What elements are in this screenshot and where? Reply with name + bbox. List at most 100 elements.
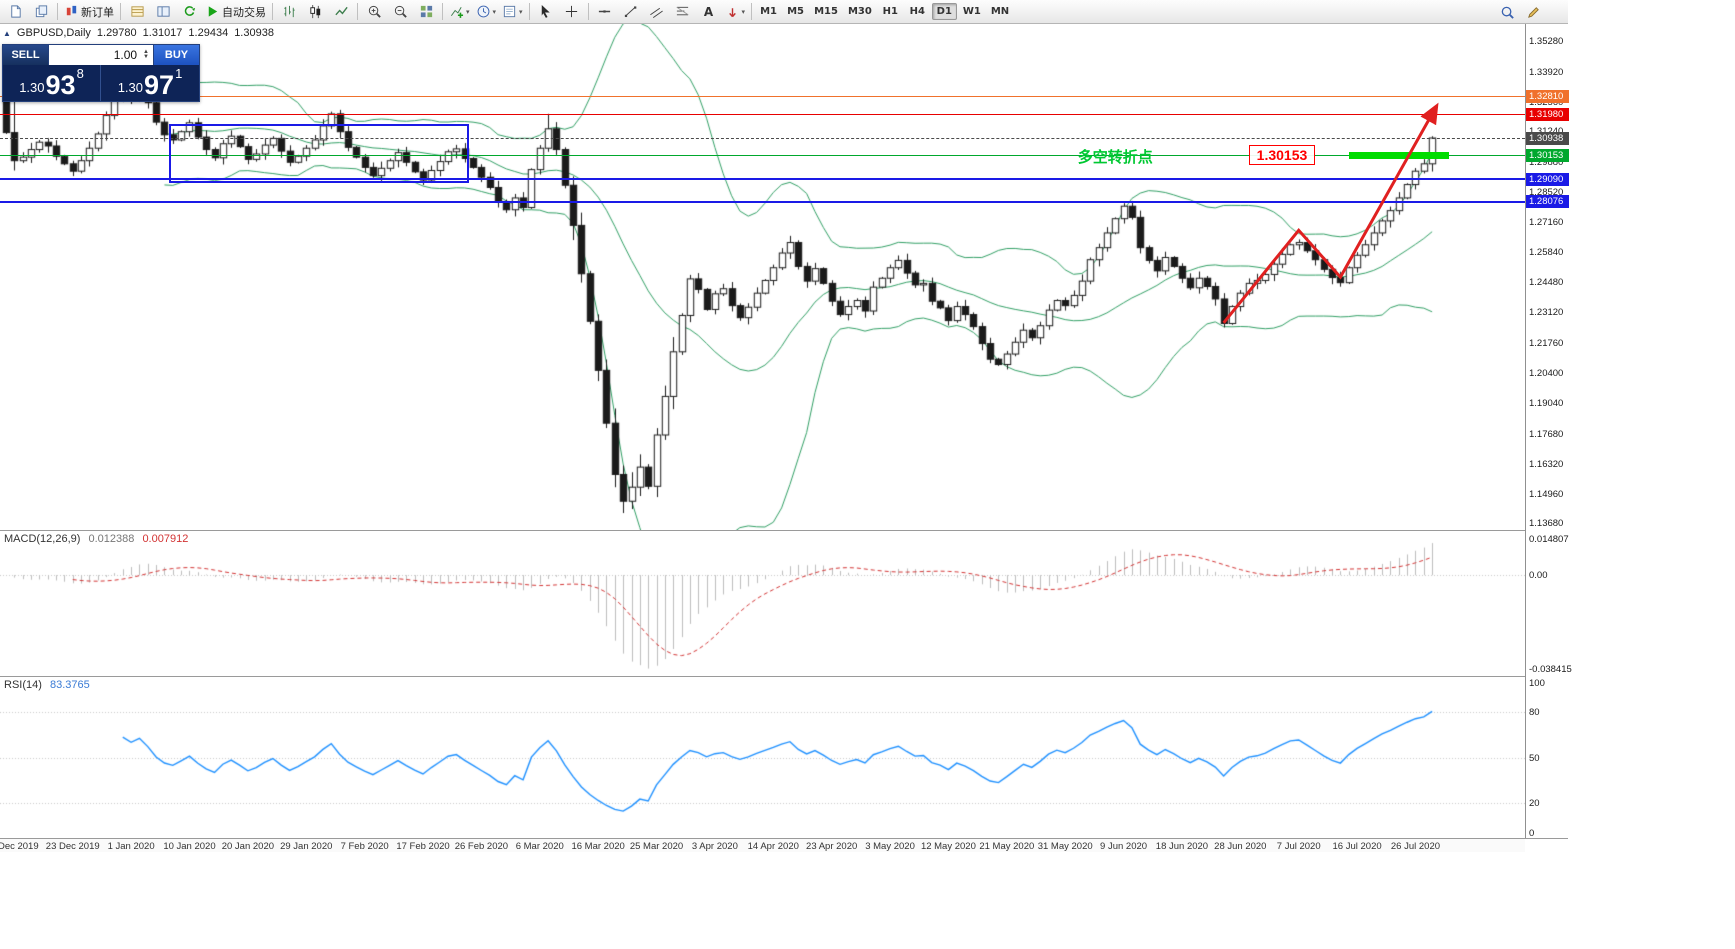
price-axis-label: 1.19040 [1529, 398, 1564, 410]
autotrading-button[interactable]: 自动交易 [202, 1, 269, 23]
timeframe-m15-button[interactable]: M15 [814, 6, 838, 17]
sell-price[interactable]: 1.30 93 8 [3, 65, 101, 101]
date-label: 28 Jun 2020 [1214, 841, 1267, 852]
tile-windows-icon [419, 4, 434, 19]
macd-indicator-pane[interactable] [0, 531, 1525, 677]
low-value: 1.29434 [188, 27, 229, 39]
macd-signal-value: 0.007912 [142, 533, 189, 545]
date-label: 9 Jun 2020 [1100, 841, 1148, 852]
autotrading-label: 自动交易 [222, 6, 266, 19]
channel-tool-button[interactable] [644, 1, 670, 23]
timeframe-m5-button[interactable]: M5 [787, 6, 805, 17]
pane-separator[interactable] [0, 676, 1568, 677]
indicators-button[interactable]: ▾ [446, 1, 473, 23]
new-chart-button[interactable] [2, 1, 28, 23]
search-icon [1500, 5, 1515, 20]
date-label: 12 May 2020 [920, 841, 976, 852]
hline-tool-icon [597, 4, 612, 19]
macd-header: MACD(12,26,9) 0.012388 0.007912 [4, 533, 189, 545]
navigator-button[interactable] [150, 1, 176, 23]
chart-window: ▲ GBPUSD,Daily 1.29780 1.31017 1.29434 1… [0, 24, 1572, 852]
date-label: 7 Feb 2020 [340, 841, 389, 852]
green-level-segment[interactable] [1348, 152, 1449, 159]
date-label: 16 Jul 2020 [1332, 841, 1382, 852]
volume-value: 1.00 [113, 48, 138, 62]
timeframe-h4-button[interactable]: H4 [909, 6, 925, 17]
date-label: 18 Jun 2020 [1155, 841, 1209, 852]
horizontal-line-1.29090[interactable] [0, 178, 1525, 181]
periods-button[interactable]: ▾ [473, 1, 500, 23]
candle-chart-mode-button[interactable] [302, 1, 328, 23]
price-badge-1.29090: 1.29090 [1526, 172, 1569, 186]
price-tag-annotation[interactable]: 1.30153 [1248, 144, 1316, 165]
refresh-experts-button[interactable] [176, 1, 202, 23]
horizontal-line-1.30153[interactable] [0, 155, 1525, 156]
date-label: 3 Apr 2020 [691, 841, 738, 852]
date-label: 14 Apr 2020 [747, 841, 799, 852]
toolbar-separator [442, 3, 443, 20]
macd-axis-label: 0.00 [1529, 570, 1548, 582]
price-axis-label: 1.17680 [1529, 428, 1564, 440]
cursor-tool-button[interactable] [533, 1, 559, 23]
timeframe-d1-button[interactable]: D1 [931, 3, 957, 20]
horizontal-line-1.32810[interactable] [0, 95, 1525, 97]
arrow-tool-button[interactable]: ▾ [722, 1, 749, 23]
periods-icon [476, 4, 491, 19]
rectangle-object[interactable] [168, 123, 469, 183]
text-tool-button[interactable]: A [696, 1, 722, 23]
chevron-down-icon[interactable]: ▾ [741, 7, 746, 16]
timeframe-w1-button[interactable]: W1 [962, 6, 981, 17]
fibo-tool-button[interactable] [670, 1, 696, 23]
open-value: 1.29780 [96, 27, 137, 39]
arrow-tool-icon [725, 4, 740, 19]
search-button[interactable] [1494, 1, 1520, 23]
rsi-indicator-pane[interactable] [0, 677, 1525, 838]
profiles-button[interactable] [28, 1, 54, 23]
horizontal-line-1.28076[interactable] [0, 200, 1525, 203]
horizontal-line-1.30938[interactable] [0, 137, 1525, 139]
timeframe-m1-button[interactable]: M1 [760, 6, 778, 17]
cursor-tool-icon [538, 4, 553, 19]
line-chart-mode-button[interactable] [328, 1, 354, 23]
one-click-trading-panel: SELL 1.00 ▲ ▼ BUY 1.30 93 8 1.30 97 1 [2, 44, 200, 102]
chevron-down-icon[interactable]: ▾ [492, 7, 497, 16]
bar-chart-mode-button[interactable] [276, 1, 302, 23]
fibo-tool-icon [675, 4, 690, 19]
crosshair-tool-button[interactable] [559, 1, 585, 23]
quick-edit-button[interactable] [1520, 1, 1546, 23]
new-order-button[interactable]: 新订单 [61, 1, 117, 23]
sell-button[interactable]: SELL [3, 45, 48, 65]
price-axis-label: 1.35280 [1529, 36, 1564, 48]
volume-spinner[interactable]: ▲ ▼ [143, 49, 149, 60]
rsi-value: 83.3765 [49, 679, 90, 691]
timeframe-m30-button[interactable]: M30 [847, 6, 872, 17]
rsi-axis-label: 100 [1529, 678, 1545, 689]
templates-button[interactable]: ▾ [499, 1, 526, 23]
timeframe-h1-button[interactable]: H1 [882, 6, 898, 17]
pane-separator[interactable] [0, 530, 1568, 531]
text-tool-icon: A [703, 4, 714, 19]
one-click-expander-icon[interactable]: ▲ [3, 28, 11, 38]
zoom-out-button[interactable] [387, 1, 413, 23]
zoom-out-icon [393, 4, 408, 19]
mt4-window: 新订单 自动交易 ▾ ▾ ▾ A ▾ M1 M5 M15 M30 H1 H4 D1 W1 MN ▲ GBPUS… [0, 0, 1572, 852]
turning-point-annotation[interactable]: 多空转折点 [1077, 148, 1153, 166]
toolbar-separator [357, 3, 358, 20]
volume-input[interactable]: 1.00 ▲ ▼ [48, 45, 154, 65]
main-price-chart[interactable] [0, 24, 1525, 530]
tline-tool-button[interactable] [618, 1, 644, 23]
zoom-in-button[interactable] [361, 1, 387, 23]
timeframe-mn-button[interactable]: MN [990, 6, 1010, 17]
market-watch-button[interactable] [124, 1, 150, 23]
high-value: 1.31017 [142, 27, 183, 39]
macd-axis-label: 0.014807 [1529, 534, 1569, 545]
tile-windows-button[interactable] [413, 1, 439, 23]
chevron-down-icon[interactable]: ▾ [519, 7, 523, 16]
symbol-header: ▲ GBPUSD,Daily 1.29780 1.31017 1.29434 1… [3, 27, 274, 39]
price-axis-label: 1.29880 [1529, 156, 1564, 168]
buy-button[interactable]: BUY [154, 45, 199, 65]
hline-tool-button[interactable] [592, 1, 618, 23]
horizontal-line-1.31980[interactable] [0, 114, 1525, 116]
chevron-down-icon[interactable]: ▾ [466, 7, 470, 16]
buy-price[interactable]: 1.30 97 1 [117, 66, 183, 100]
